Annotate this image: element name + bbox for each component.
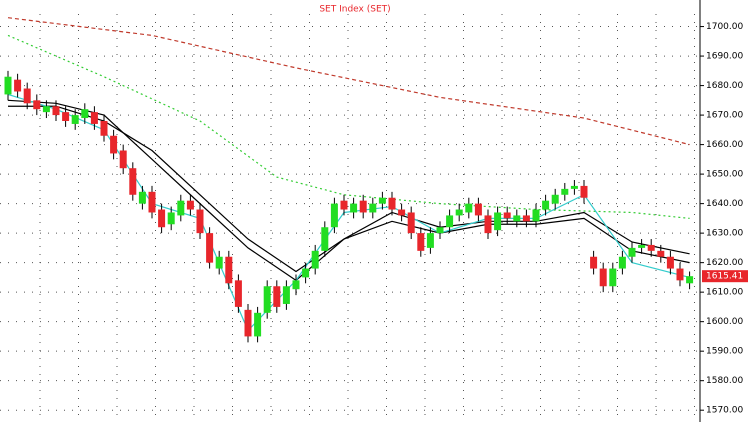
candle-body [647, 244, 655, 251]
candle-body [215, 256, 223, 269]
candle-body [186, 200, 194, 210]
candle-body [398, 209, 406, 216]
candle-body [494, 212, 502, 231]
candle-body [388, 197, 396, 210]
candle-body [71, 115, 79, 124]
candle-body [484, 215, 492, 234]
candle-body [666, 256, 674, 269]
candle-body [263, 286, 271, 313]
y-tick-label: 1650.00 [706, 170, 743, 180]
candle-body [407, 212, 415, 234]
candle-body [455, 209, 463, 216]
candle-body [138, 191, 146, 204]
candle-body [196, 209, 204, 234]
candle-body [254, 312, 262, 337]
candle-body [590, 256, 598, 269]
candle-body [321, 227, 329, 251]
last-price-label: 1615.41 [706, 272, 743, 282]
y-tick-label: 1660.00 [706, 140, 743, 150]
last-price-box [702, 270, 748, 283]
candle-body [110, 135, 118, 154]
candle-body [446, 215, 454, 228]
candle-body [359, 200, 367, 213]
candle-body [474, 203, 482, 216]
candle-body [42, 106, 50, 113]
y-tick-label: 1640.00 [706, 199, 743, 209]
candle-body [369, 203, 377, 213]
candle-body [561, 188, 569, 195]
candle-body [503, 212, 511, 219]
candle-body [292, 280, 300, 290]
candle-body [330, 203, 338, 228]
candle-body [52, 106, 60, 116]
candle-body [599, 268, 607, 287]
y-tick-label: 1610.00 [706, 288, 743, 298]
candle-body [628, 247, 636, 257]
y-tick-label: 1630.00 [706, 229, 743, 239]
candle-body [570, 185, 578, 189]
candle-body [129, 168, 137, 195]
candle-body [100, 120, 108, 136]
y-tick-label: 1680.00 [706, 81, 743, 91]
candle-body [686, 276, 694, 284]
candle-body [148, 191, 156, 213]
candle-body [177, 200, 185, 216]
candle-body [618, 256, 626, 269]
candle-body [532, 209, 540, 222]
y-tick-label: 1580.00 [706, 376, 743, 386]
candle-body [234, 280, 242, 307]
y-tick-label: 1590.00 [706, 347, 743, 357]
candle-body [119, 150, 127, 169]
candle-body [542, 200, 550, 210]
candle-body [282, 286, 290, 304]
y-tick-label: 1670.00 [706, 111, 743, 121]
candle-body [417, 233, 425, 251]
candle-body [522, 215, 530, 222]
candle-body [206, 233, 214, 263]
candle-body [676, 268, 684, 281]
candle-body [81, 109, 89, 119]
candle-body [14, 79, 22, 92]
candle-body [302, 268, 310, 278]
candle-body [311, 250, 319, 269]
candle-body [273, 286, 281, 307]
candle-body [657, 250, 665, 257]
candle-body [609, 268, 617, 287]
candle-body [167, 212, 175, 225]
y-tick-label: 1620.00 [706, 258, 743, 268]
candle-body [436, 227, 444, 234]
candle-body [638, 244, 646, 248]
candle-body [350, 203, 358, 213]
indicator-line [7, 34, 690, 219]
y-tick-label: 1570.00 [706, 406, 743, 416]
candle-body [23, 88, 31, 104]
y-tick-label: 1600.00 [706, 317, 743, 327]
candle-body [426, 233, 434, 248]
candle-body [513, 215, 521, 222]
candle-body [378, 197, 386, 204]
candle-body [580, 185, 588, 198]
candle-body [33, 100, 41, 110]
candle-body [62, 112, 70, 121]
candle-body [340, 200, 348, 210]
indicator-line [7, 17, 690, 146]
candle-body [90, 112, 98, 124]
chart-title: SET Index (SET) [319, 5, 390, 15]
candle-body [225, 256, 233, 284]
candle-body [158, 209, 166, 228]
indicator-line [8, 105, 690, 273]
candle-body [4, 76, 12, 95]
y-tick-label: 1690.00 [706, 52, 743, 62]
candle-body [465, 203, 473, 213]
candle-body [551, 194, 559, 204]
candle-body [244, 309, 252, 337]
y-tick-label: 1700.00 [706, 22, 743, 32]
